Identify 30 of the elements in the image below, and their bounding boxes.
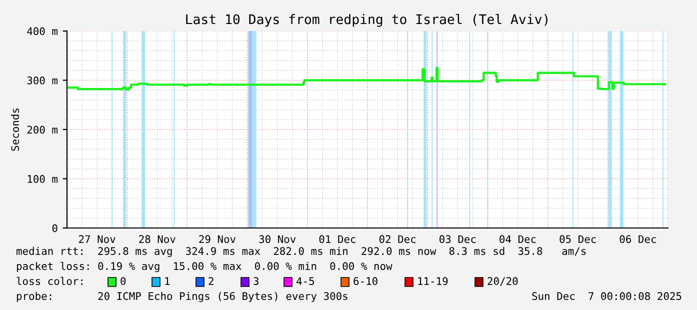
- y-tick-label: 200 m: [27, 126, 58, 134]
- y-axis-title: Seconds: [10, 108, 20, 151]
- x-tick-label: 29 Nov: [199, 235, 236, 244]
- y-tick-label: 0: [52, 224, 58, 232]
- x-tick-label: 05 Dec: [560, 235, 596, 244]
- text: 6-10: [354, 277, 378, 286]
- y-tick-label: 100 m: [28, 175, 58, 183]
- y-tick-label: 300 m: [27, 76, 58, 84]
- x-tick-label: 30 Nov: [259, 235, 296, 244]
- text: probe: 20 ICMP Echo Pings (56 Bytes) every 300s: [16, 292, 348, 302]
- text: 3: [254, 277, 258, 286]
- x-tick-label: 27 Nov: [79, 235, 116, 244]
- y-tick-label: 400 m: [27, 27, 58, 36]
- text: 0: [120, 277, 126, 286]
- x-tick-label: 01 Dec: [319, 235, 356, 244]
- x-tick-label: 28 Nov: [139, 235, 176, 244]
- text: Sun Dec 7 00:00:08 2025: [532, 292, 682, 300]
- x-tick-label: 06 Dec: [620, 235, 656, 244]
- x-tick-label: 03 Dec: [440, 235, 476, 244]
- text: 2: [208, 277, 214, 285]
- text: loss color:: [16, 276, 82, 286]
- text: 1: [165, 277, 170, 285]
- text: 4-5: [296, 277, 314, 286]
- text: median rtt: 295.8 ms avg 324.9 ms max 282.0 ms min 292.0 ms now 8.3 ms sd 35.8 am/s: [16, 246, 586, 258]
- text: packet loss: 0.19 % avg 15.00 % max 0.00 % min 0.00 % now: [16, 262, 392, 272]
- text: 11-19: [418, 277, 448, 286]
- chart-title: Last 10 Days from redping to Israel (Tel Aviv): [186, 14, 548, 27]
- x-tick-label: 04 Dec: [500, 235, 536, 244]
- x-tick-label: 02 Dec: [379, 235, 416, 244]
- text: 20/20: [488, 277, 518, 286]
